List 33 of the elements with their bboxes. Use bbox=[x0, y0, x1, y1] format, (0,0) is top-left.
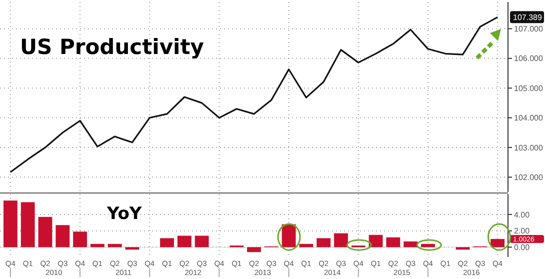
bar bbox=[368, 234, 383, 248]
bar bbox=[456, 247, 470, 250]
bar bbox=[404, 241, 418, 248]
bar bbox=[299, 244, 314, 248]
bar bbox=[38, 216, 52, 248]
bar bbox=[56, 225, 70, 248]
bar bbox=[316, 238, 331, 248]
bar bbox=[247, 247, 261, 252]
bar bbox=[386, 237, 400, 248]
y-tick-label: 107.000 bbox=[514, 24, 544, 34]
text: US Productivity bbox=[20, 35, 204, 59]
bar bbox=[160, 238, 174, 248]
bar bbox=[334, 233, 348, 248]
bar bbox=[3, 200, 18, 248]
bar bbox=[73, 232, 87, 248]
text: YoY bbox=[106, 204, 142, 224]
bar bbox=[108, 244, 122, 248]
annotation: 107.389 bbox=[513, 12, 542, 22]
y-tick-label: 2.00 bbox=[514, 226, 530, 236]
y-tick-label: 4.00 bbox=[514, 210, 530, 220]
bar bbox=[125, 247, 140, 250]
y-tick-label: 106.000 bbox=[514, 54, 544, 64]
y-tick-label: 0.00 bbox=[514, 242, 530, 252]
y-tick-label: 103.000 bbox=[514, 143, 544, 152]
bar bbox=[20, 202, 35, 248]
bar bbox=[490, 238, 505, 248]
bar bbox=[194, 236, 209, 248]
bar bbox=[90, 244, 104, 248]
y-tick-label: 104.000 bbox=[514, 114, 544, 123]
y-tick-label: 105.000 bbox=[514, 84, 544, 93]
line-series bbox=[10, 16, 498, 173]
bar bbox=[177, 236, 192, 248]
y-tick-label: 102.000 bbox=[514, 172, 544, 182]
